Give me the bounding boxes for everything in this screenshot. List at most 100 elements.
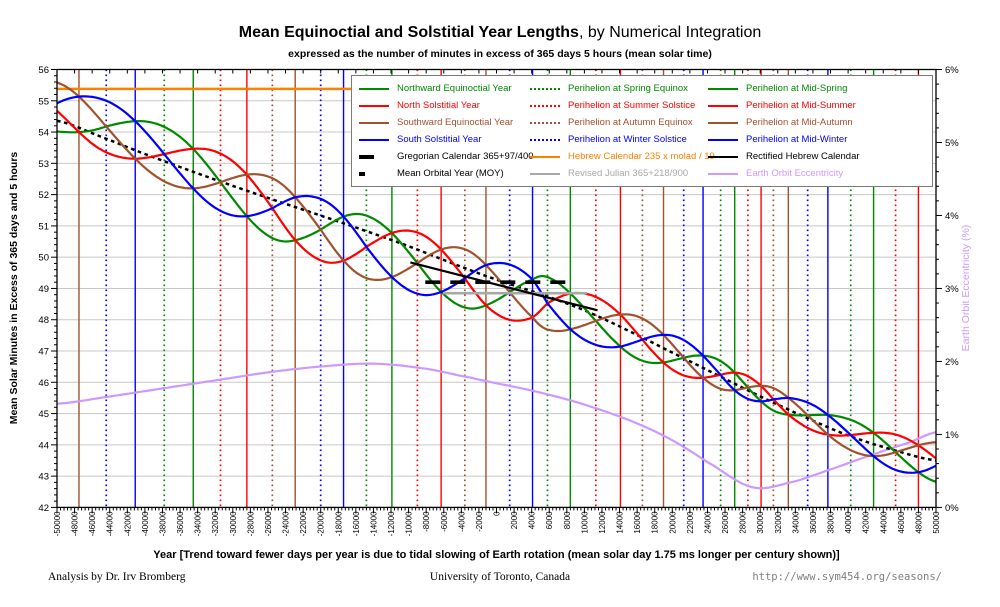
x-tick-label: -36000: [176, 511, 185, 536]
legend-item: Perihelion at Spring Equinox: [530, 83, 708, 94]
y-tick-label: 56: [38, 65, 49, 76]
x-tick-label: 28000: [739, 511, 748, 534]
x-tick-label: 20000: [668, 511, 677, 534]
legend-item: Southward Equinoctial Year: [354, 117, 530, 128]
plot-area: [57, 69, 936, 508]
y-tick-label: 46: [38, 378, 49, 389]
x-tick-label: 38000: [827, 511, 836, 534]
legend-label: Mean Orbital Year (MOY): [397, 168, 504, 179]
title-suffix: , by Numerical Integration: [578, 24, 762, 41]
x-tick-label: 16000: [633, 511, 642, 534]
legend-label: South Solstitial Year: [397, 134, 482, 145]
chart-subtitle: expressed as the number of minutes in ex…: [288, 48, 712, 60]
x-tick-label: 0: [493, 511, 502, 516]
y-tick-label: 53: [38, 159, 49, 170]
y2-tick-label: 5%: [945, 138, 959, 149]
x-tick-label: 48000: [914, 511, 923, 534]
x-tick-label: 8000: [563, 511, 572, 529]
y2-tick-label: 0%: [945, 503, 959, 514]
curve-north-solstitial-year: [57, 109, 936, 460]
x-tick-label: 34000: [791, 511, 800, 534]
x-axis-title: Year [Trend toward fewer days per year i…: [153, 549, 840, 561]
legend-swatch-solid-icon: [708, 121, 742, 124]
legend-swatch-solid-icon: [708, 87, 742, 90]
x-tick-label: -32000: [211, 511, 220, 536]
legend-row: Southward Equinoctial Year Perihelion at …: [354, 117, 930, 128]
legend-label: Earth Orbit Eccentricity: [746, 168, 844, 179]
legend-row: Gregorian Calendar 365+97/400 Hebrew Cale…: [354, 151, 930, 162]
x-tick-label: -14000: [369, 511, 378, 536]
footer-author: Analysis by Dr. Irv Bromberg: [48, 571, 186, 583]
x-tick-label: 40000: [844, 511, 853, 534]
legend-item: Perihelion at Summer Solstice: [530, 100, 708, 111]
x-tick-label: -10000: [405, 511, 414, 536]
axis-tick-labels: -50000 -48000 -46000 -44000 -42000 -40000 -380…: [38, 65, 959, 536]
x-tick-label: 50000: [932, 511, 941, 534]
y-tick-label: 48: [38, 315, 49, 326]
legend-label: Perihelion at Mid-Spring: [746, 83, 848, 94]
legend-label: Northward Equinoctial Year: [397, 83, 512, 94]
axis-ticks: [51, 69, 942, 514]
curve-south-solstitial-year: [57, 95, 936, 474]
y2-tick-label: 4%: [945, 211, 959, 222]
x-tick-label: -16000: [352, 511, 361, 536]
y-tick-label: 44: [38, 440, 49, 451]
legend-swatch-solid-icon: [530, 172, 564, 175]
legend-item: North Solstitial Year: [354, 100, 530, 111]
y2-tick-label: 1%: [945, 430, 959, 441]
x-tick-label: -24000: [282, 511, 291, 536]
x-tick-label: 6000: [545, 511, 554, 529]
legend-item: Perihelion at Winter Solstice: [530, 134, 708, 145]
y-tick-label: 45: [38, 409, 49, 420]
y-tick-label: 52: [38, 190, 49, 201]
legend-swatch-dotted-icon: [530, 104, 564, 107]
y-tick-label: 43: [38, 472, 49, 483]
x-tick-label: 24000: [703, 511, 712, 534]
legend-row: Mean Orbital Year (MOY) Revised Julian 36…: [354, 168, 930, 179]
legend-item: Gregorian Calendar 365+97/400: [354, 151, 534, 162]
y2-tick-label: 2%: [945, 357, 959, 368]
legend-swatch-solid-icon: [708, 138, 742, 141]
legend-swatch-dotted-icon: [530, 121, 564, 124]
y-tick-label: 42: [38, 503, 49, 514]
x-tick-label: 12000: [598, 511, 607, 534]
legend-swatch-dotted-icon: [530, 138, 564, 141]
x-tick-label: -4000: [457, 511, 466, 532]
legend-label: Gregorian Calendar 365+97/400: [397, 151, 534, 162]
x-tick-label: -42000: [123, 511, 132, 536]
legend-label: Perihelion at Summer Solstice: [568, 100, 696, 111]
legend-swatch-solid-icon: [359, 87, 393, 90]
x-tick-label: -50000: [53, 511, 62, 536]
legend-item: Perihelion at Autumn Equinox: [530, 117, 708, 128]
legend-label: Perihelion at Autumn Equinox: [568, 117, 693, 128]
x-tick-label: 42000: [862, 511, 871, 534]
x-tick-label: -12000: [387, 511, 396, 536]
x-tick-label: -2000: [475, 511, 484, 532]
x-tick-label: 32000: [774, 511, 783, 534]
legend-item: Northward Equinoctial Year: [354, 83, 530, 94]
x-tick-label: -28000: [246, 511, 255, 536]
legend-row: Northward Equinoctial Year Perihelion at …: [354, 83, 930, 94]
legend-swatch-solid-icon: [708, 155, 742, 158]
legend-label: Southward Equinoctial Year: [397, 117, 514, 128]
legend-swatch-solid-icon: [530, 155, 564, 158]
x-tick-label: 4000: [528, 511, 537, 529]
y-tick-label: 50: [38, 253, 49, 264]
legend-item: Rectified Hebrew Calendar: [708, 151, 930, 162]
x-tick-label: -40000: [141, 511, 150, 536]
legend-label: Perihelion at Spring Equinox: [568, 83, 688, 94]
legend-swatch-dot-bold-icon: [359, 171, 393, 176]
x-tick-label: 36000: [809, 511, 818, 534]
x-tick-label: 30000: [756, 511, 765, 534]
legend-label: Rectified Hebrew Calendar: [746, 151, 860, 162]
legend-label: Perihelion at Winter Solstice: [568, 134, 687, 145]
x-tick-label: -26000: [264, 511, 273, 536]
legend-row: North Solstitial Year Perihelion at Summe…: [354, 100, 930, 111]
x-tick-label: -48000: [71, 511, 80, 536]
x-tick-label: 14000: [616, 511, 625, 534]
legend-swatch-solid-icon: [359, 104, 393, 107]
curve-earth-orbit-eccentricity: [57, 362, 936, 490]
legend-swatch-dash-bold-icon: [359, 154, 393, 159]
x-tick-label: -34000: [194, 511, 203, 536]
